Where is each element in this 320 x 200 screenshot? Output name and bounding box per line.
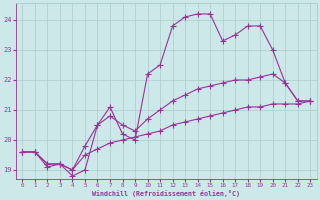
X-axis label: Windchill (Refroidissement éolien,°C): Windchill (Refroidissement éolien,°C) xyxy=(92,190,240,197)
